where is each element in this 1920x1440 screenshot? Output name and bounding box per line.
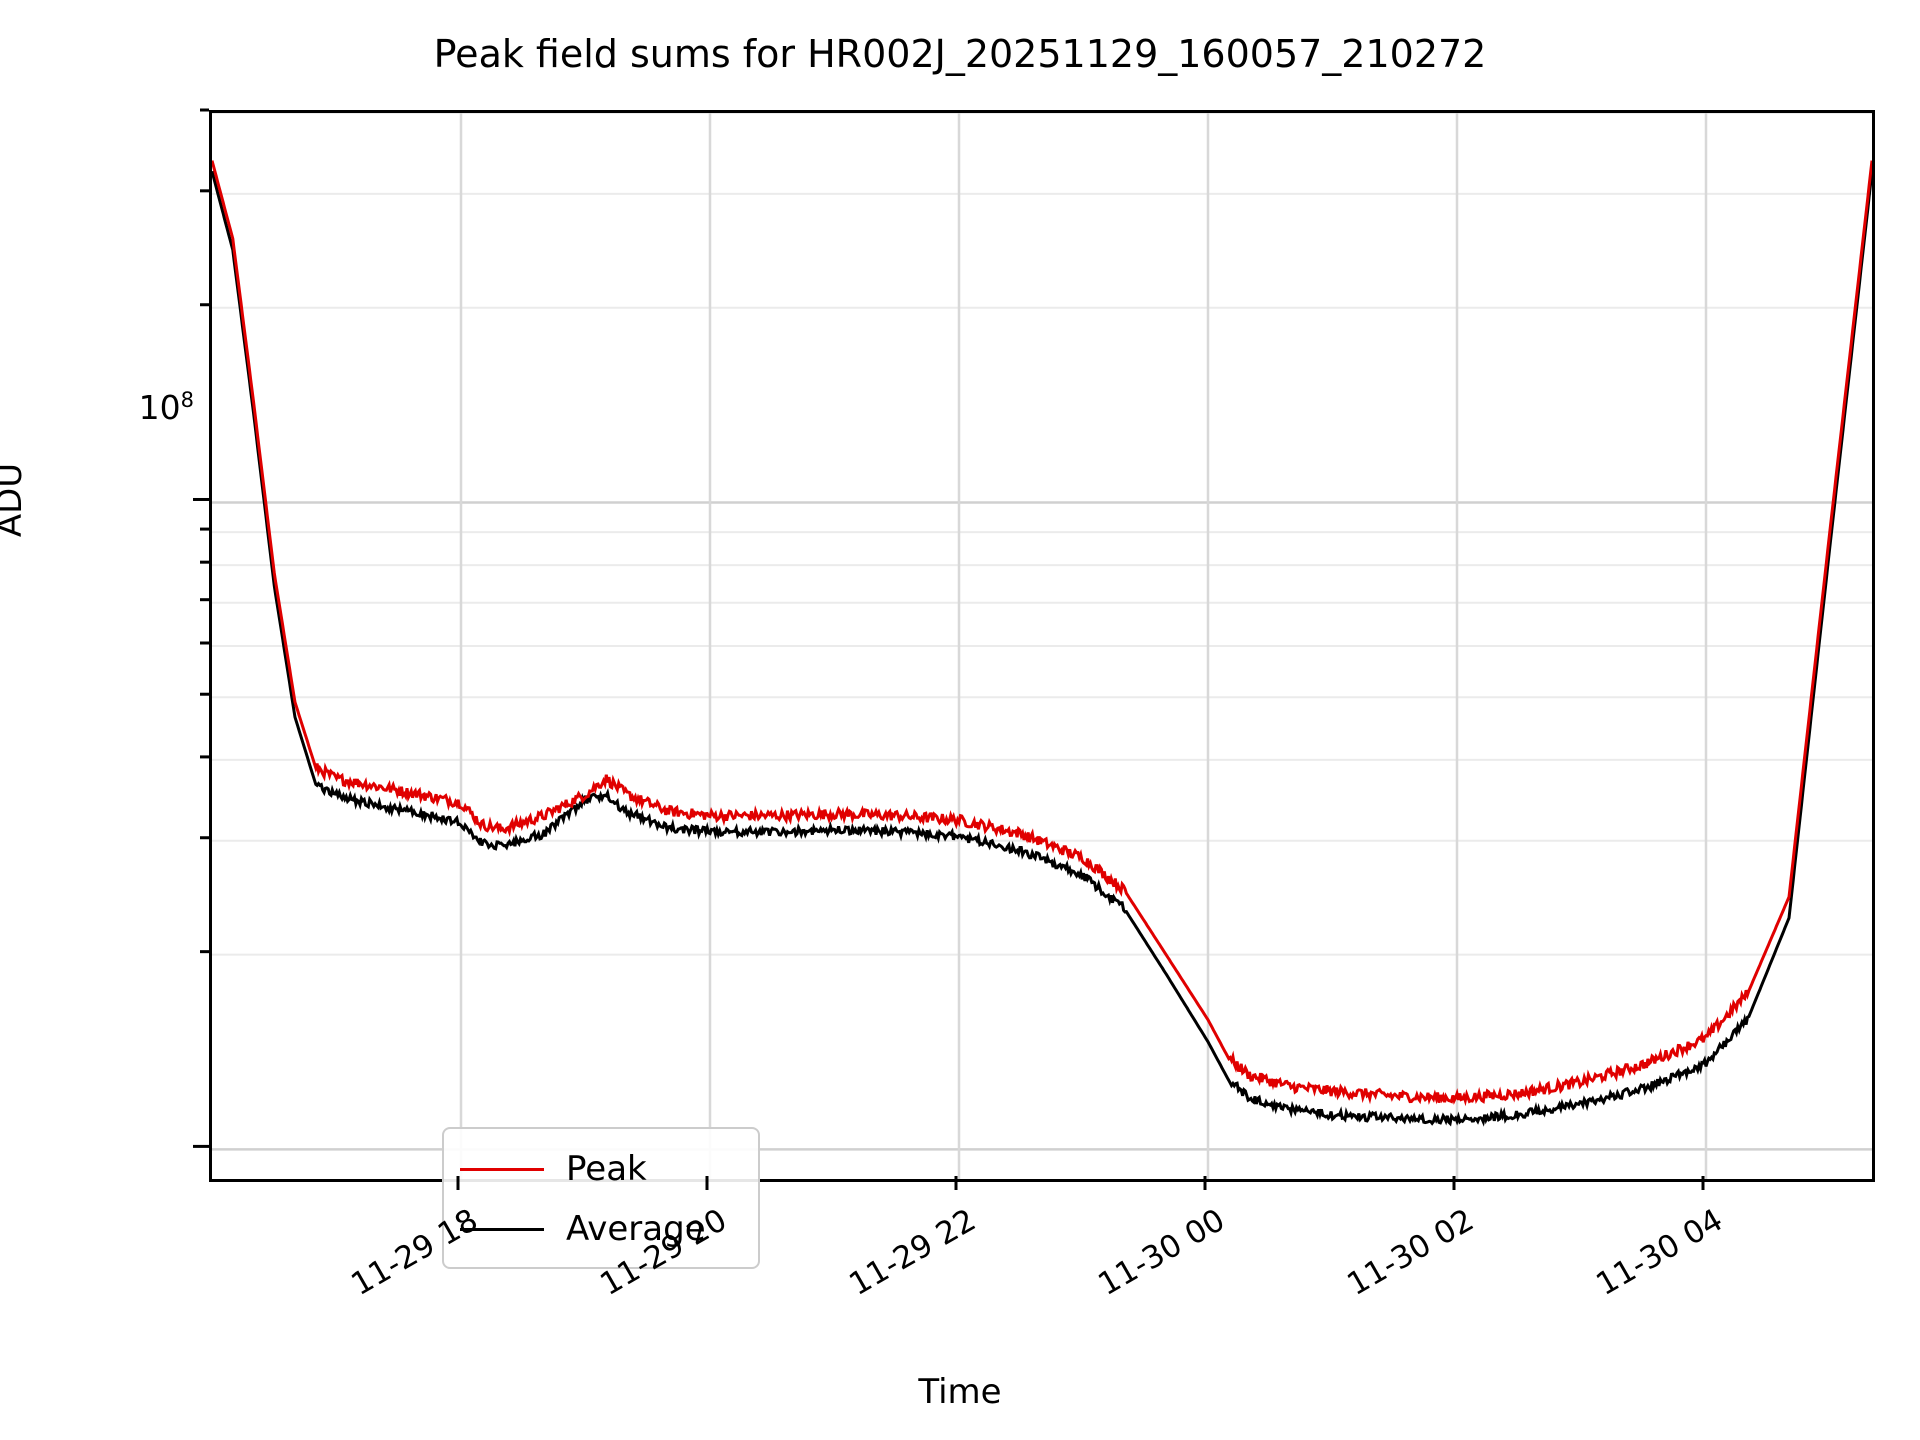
legend-entry-average[interactable]: Average bbox=[444, 1199, 758, 1259]
legend-box[interactable]: Peak Average bbox=[442, 1127, 760, 1269]
y-tick-label-1e8: 108 bbox=[139, 388, 194, 427]
plot-area: Peak Average bbox=[209, 110, 1875, 1269]
legend-label-average: Average bbox=[566, 1209, 706, 1249]
x-gridlines bbox=[459, 113, 1708, 1179]
legend-swatch-peak bbox=[460, 1167, 544, 1171]
y-gridlines bbox=[212, 113, 1872, 1151]
legend-label-peak: Peak bbox=[566, 1149, 647, 1189]
y-tick-exponent: 8 bbox=[180, 388, 194, 412]
plot-canvas bbox=[212, 113, 1872, 1179]
legend-entry-peak[interactable]: Peak bbox=[444, 1139, 758, 1199]
legend-swatch-average bbox=[460, 1227, 544, 1231]
chart-title: Peak field sums for HR002J_20251129_1600… bbox=[433, 32, 1487, 76]
x-axis-label: Time bbox=[918, 1372, 1002, 1412]
series-line-peak bbox=[212, 160, 1872, 1107]
series-line-average bbox=[212, 170, 1872, 1127]
y-tick-mantissa: 10 bbox=[138, 388, 181, 427]
